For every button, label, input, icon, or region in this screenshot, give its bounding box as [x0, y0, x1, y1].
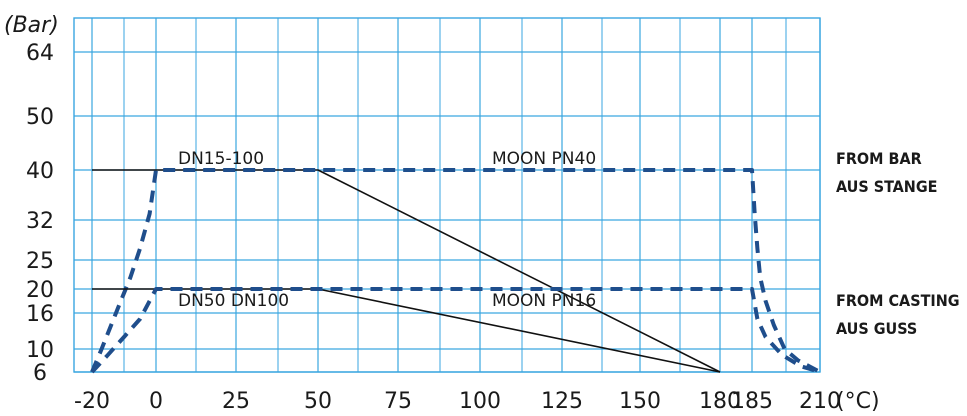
y-tick-label: 64	[26, 41, 54, 66]
x-axis-unit: (°C)	[836, 389, 880, 414]
y-tick-label: 32	[26, 209, 54, 234]
y-tick-label: 25	[26, 249, 54, 274]
series-line-1	[90, 168, 821, 374]
x-tick-label: 180	[699, 389, 741, 414]
side-label-aus-stange: AUS STANGE	[836, 177, 938, 196]
side-label-from-bar: FROM BAR	[836, 149, 922, 168]
y-axis-unit: (Bar)	[4, 13, 59, 38]
x-tick-label: 0	[149, 389, 163, 414]
plot-frame	[73, 17, 821, 373]
series-line-3	[90, 287, 821, 374]
label-dn15-100: DN15-100	[178, 149, 264, 169]
x-tick-label: 125	[541, 389, 583, 414]
x-tick-label: 75	[384, 389, 412, 414]
x-tick-label: 50	[304, 389, 332, 414]
x-tick-label: 100	[459, 389, 501, 414]
x-tick-label: 150	[619, 389, 661, 414]
chart-series	[90, 168, 821, 374]
x-tick-label: 210	[799, 389, 841, 414]
x-tick-label: 185	[731, 389, 773, 414]
x-tick-label: 25	[222, 389, 250, 414]
y-tick-label: 50	[26, 105, 54, 130]
label-moon-pn16: MOON PN16	[492, 291, 596, 311]
label-moon-pn40: MOON PN40	[492, 149, 596, 169]
y-tick-label: 16	[26, 302, 54, 327]
y-tick-label: 40	[26, 159, 54, 184]
x-tick-label: -20	[74, 389, 110, 414]
y-tick-label: 6	[33, 361, 47, 386]
side-label-aus-guss: AUS GUSS	[836, 319, 917, 338]
label-dn50-dn100: DN50 DN100	[178, 291, 289, 311]
side-label-from-casting: FROM CASTING	[836, 291, 960, 310]
y-tick-label: 10	[26, 338, 54, 363]
chart-grid	[73, 17, 821, 373]
series-line-0	[92, 169, 721, 373]
y-tick-label: 20	[26, 278, 54, 303]
